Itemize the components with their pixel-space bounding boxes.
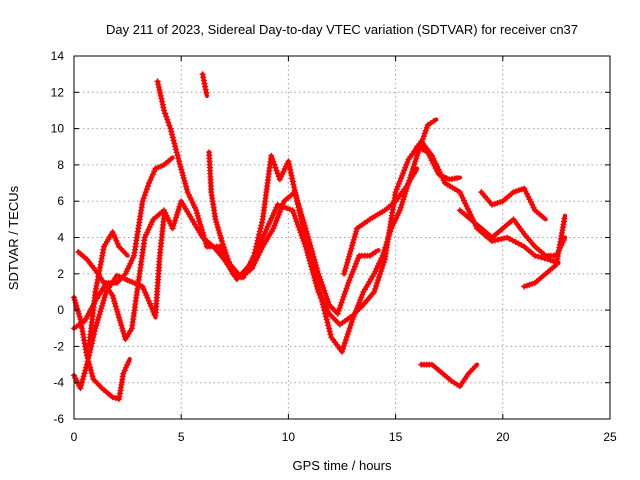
plot-area <box>71 71 568 402</box>
series-markers <box>152 215 167 319</box>
series-markers <box>199 71 210 96</box>
series-markers <box>478 185 547 221</box>
series-trace-n <box>478 185 548 222</box>
x-tick-label: 25 <box>603 430 617 444</box>
axes: 0 5 10 15 20 25 -6 -4 -2 0 2 4 6 8 10 12 14 <box>51 49 617 444</box>
y-tick-label: -4 <box>53 376 64 390</box>
series-trace-k <box>414 143 462 183</box>
series-trace-e <box>86 229 130 350</box>
y-tick-label: 14 <box>51 49 65 63</box>
series-trace-i <box>206 117 439 355</box>
x-tick-label: 20 <box>496 430 510 444</box>
series-markers <box>206 118 437 355</box>
series-line <box>207 117 439 354</box>
series-trace-o <box>521 213 568 290</box>
series-trace-d <box>75 138 561 343</box>
y-tick-label: 2 <box>57 267 64 281</box>
chart-title: Day 211 of 2023, Sidereal Day-to-day VTE… <box>106 22 578 37</box>
series-trace-l <box>418 361 480 390</box>
series-trace-f <box>152 213 167 319</box>
y-tick-label: 4 <box>57 231 64 245</box>
series-markers <box>86 229 129 350</box>
y-tick-label: -6 <box>53 412 64 426</box>
series-markers <box>341 168 419 277</box>
y-tick-label: 6 <box>57 194 64 208</box>
series-trace-j <box>341 166 420 277</box>
x-tick-label: 0 <box>71 430 78 444</box>
y-tick-label: 8 <box>57 158 64 172</box>
x-axis-label: GPS time / hours <box>293 458 392 473</box>
series-trace-b <box>71 294 132 402</box>
y-tick-label: 0 <box>57 303 64 317</box>
series-markers <box>521 215 568 290</box>
y-tick-label: 12 <box>51 85 65 99</box>
y-axis-label: SDTVAR / TECUs <box>6 185 21 290</box>
series-markers <box>418 361 478 390</box>
series-line <box>457 208 568 258</box>
series-trace-h <box>199 71 210 98</box>
y-tick-label: 10 <box>51 122 65 136</box>
series-markers <box>414 143 461 183</box>
x-tick-label: 15 <box>389 430 403 444</box>
x-tick-label: 10 <box>282 430 296 444</box>
x-tick-label: 5 <box>178 430 185 444</box>
y-tick-label: -2 <box>53 339 64 353</box>
series-markers <box>75 138 559 343</box>
